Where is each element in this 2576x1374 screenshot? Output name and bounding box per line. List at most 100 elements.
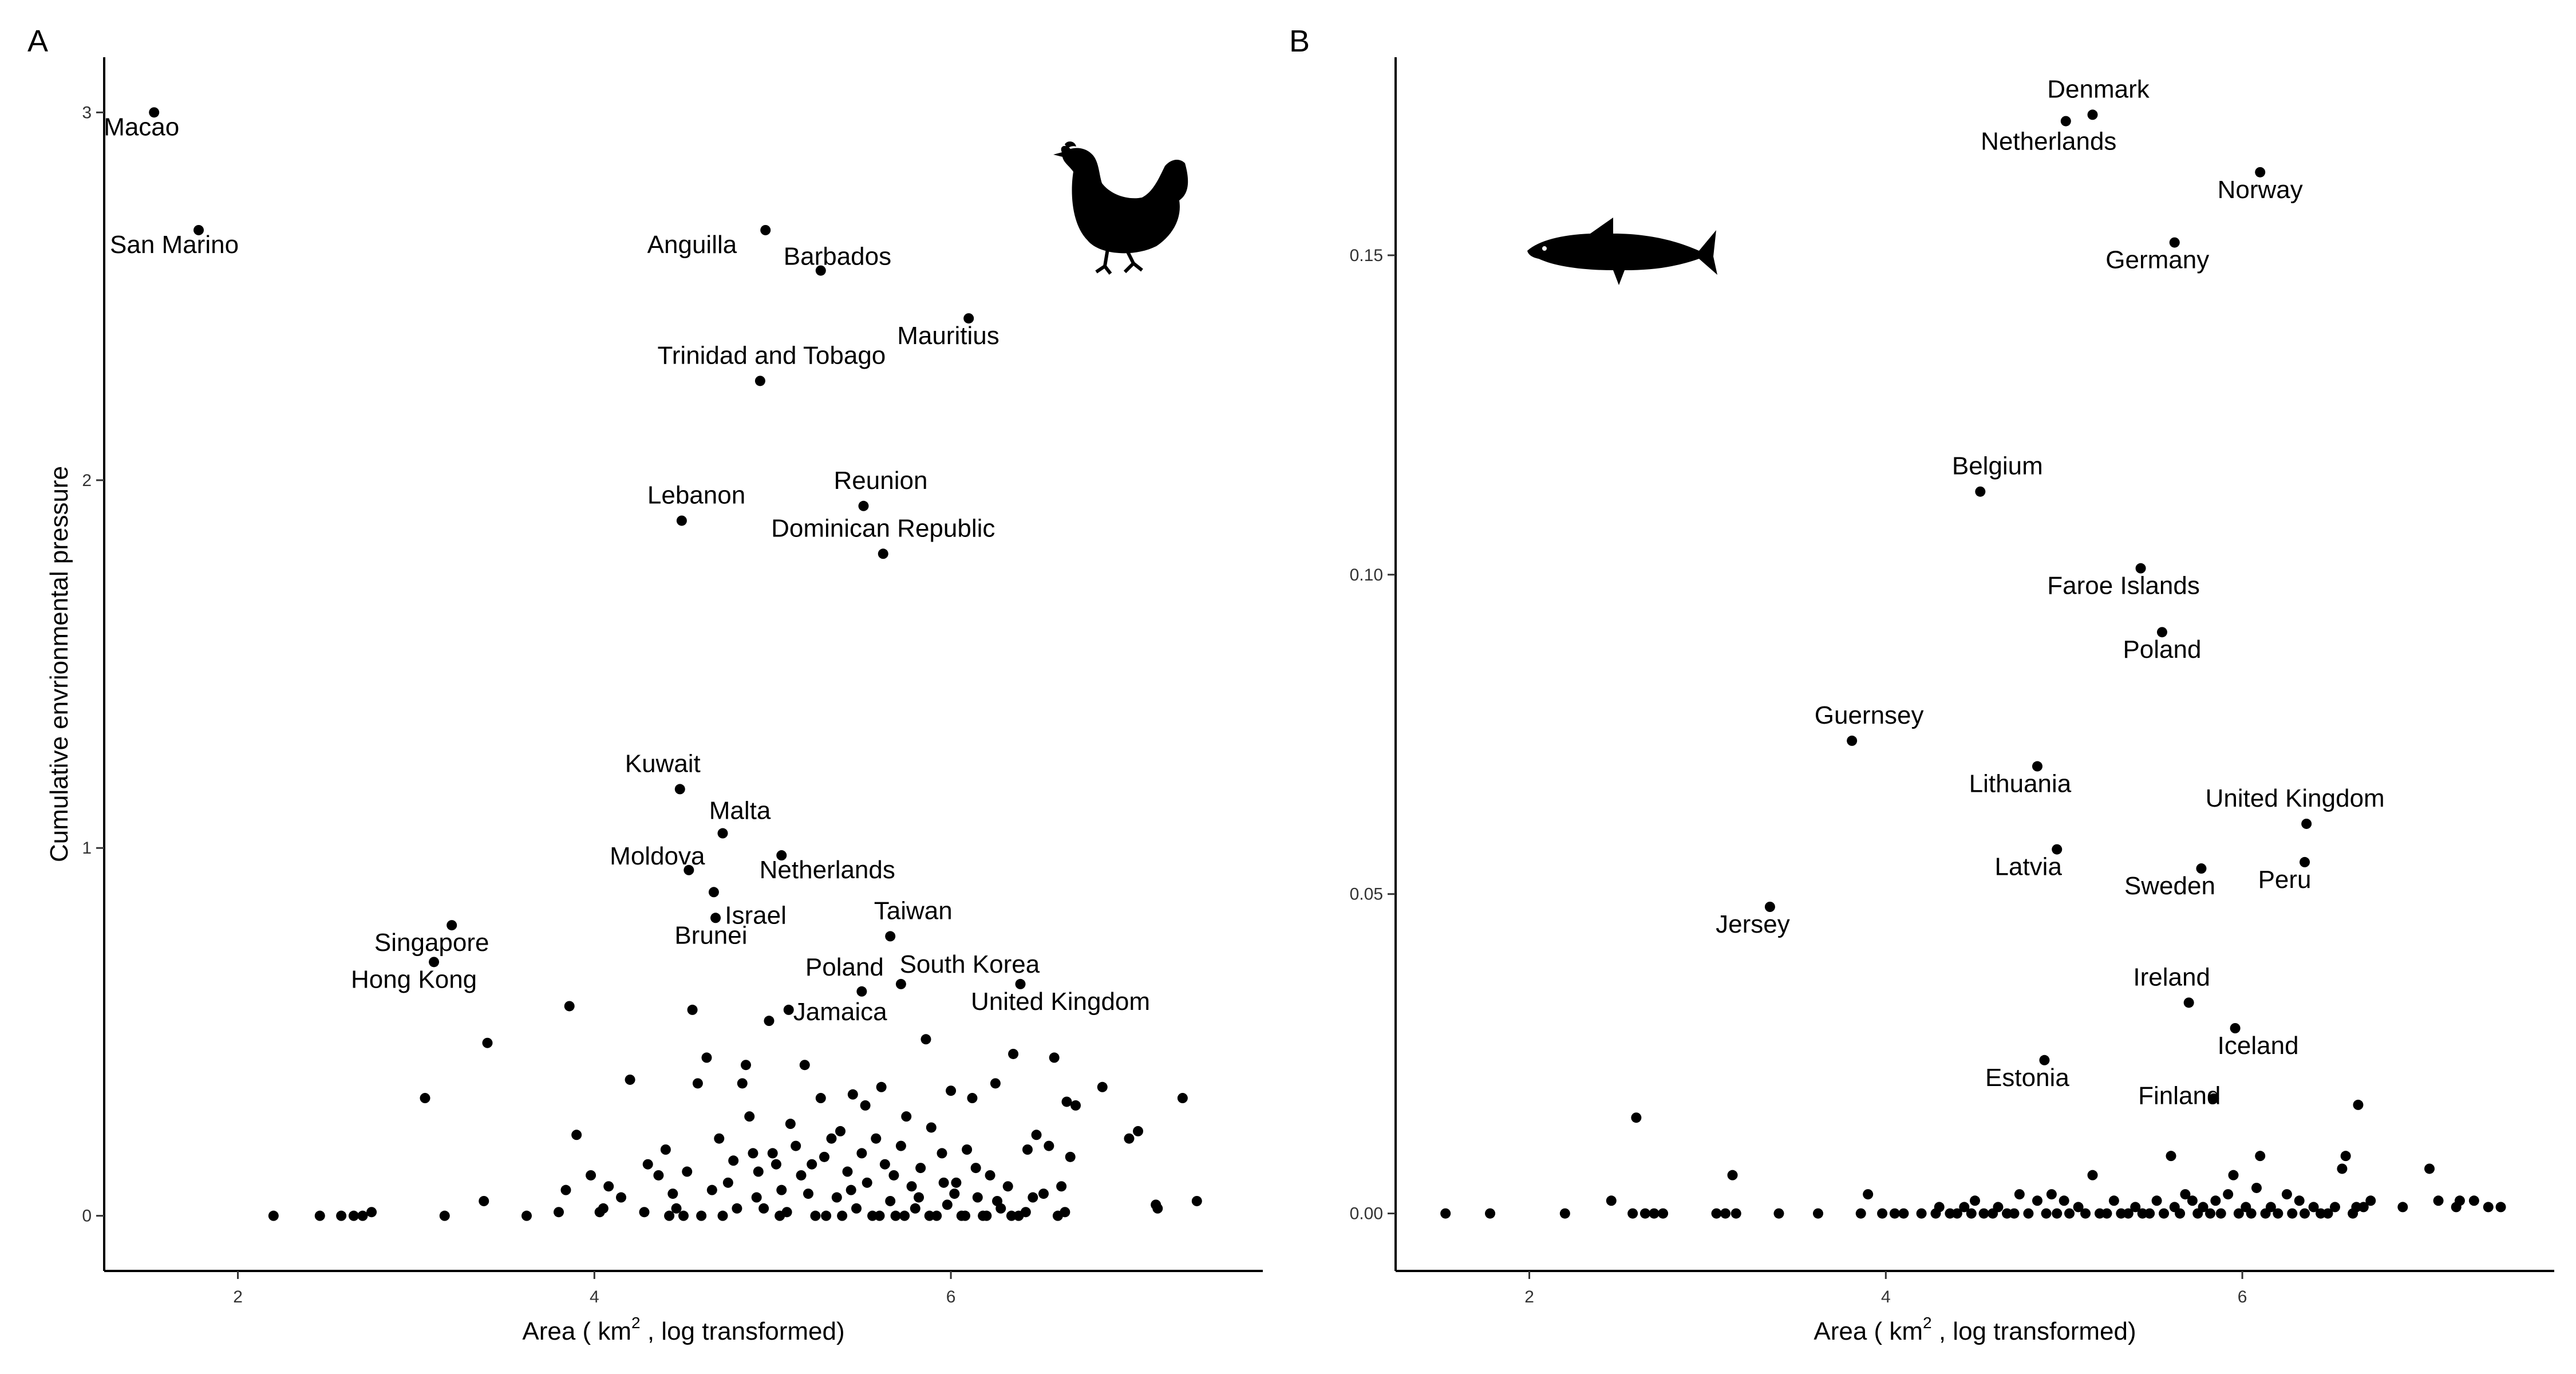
data-point [1065,1151,1076,1162]
data-point [926,1122,937,1133]
data-point [1993,1202,2004,1213]
chicken-icon [1053,141,1188,275]
data-point [807,1159,817,1170]
data-point [1855,1208,1866,1219]
data-point [2329,1202,2340,1213]
labeled-data-point [2301,818,2312,829]
data-point [560,1185,571,1195]
x-tick-label: 2 [233,1288,243,1306]
data-point [810,1210,821,1221]
data-point [2223,1189,2234,1200]
data-point [2144,1208,2155,1219]
data-point [696,1210,707,1221]
data-point [2316,1208,2326,1219]
data-point [2094,1208,2105,1219]
data-point [482,1037,493,1048]
labeled-data-point [815,265,826,276]
data-point [348,1210,359,1221]
point-label: San Marino [110,231,239,259]
data-point [1863,1189,1874,1200]
data-point [642,1159,653,1170]
data-point [722,1177,733,1188]
data-point [2255,1151,2266,1162]
data-point [924,1210,935,1221]
y-tick-label: 0.05 [1350,885,1383,904]
data-point [714,1133,725,1144]
data-point [420,1093,430,1104]
data-point [682,1166,693,1177]
data-point [1916,1208,1927,1219]
data-point [1639,1208,1650,1219]
data-point [2265,1202,2276,1213]
data-point [2014,1189,2025,1200]
labeled-data-point [2208,1093,2219,1104]
data-point [1191,1195,1202,1206]
point-label: Barbados [784,243,891,271]
data-point [791,1140,801,1151]
data-point [2041,1208,2052,1219]
data-point [1711,1208,1722,1219]
data-point [2433,1195,2444,1206]
panel-a-x-axis-title: Area ( km2 , log transformed) [522,1314,844,1345]
data-point [2483,1202,2494,1213]
data-point [1627,1208,1638,1219]
data-point [521,1210,532,1221]
point-label: Estonia [1985,1064,2069,1092]
data-point [985,1170,995,1180]
data-point [796,1170,807,1180]
data-point [701,1052,712,1063]
data-point [2032,1195,2042,1206]
data-point [910,1203,920,1214]
point-label: Macao [104,113,179,141]
x-tick-label: 6 [946,1288,956,1306]
data-point [653,1170,664,1180]
y-tick-label: 0.00 [1350,1205,1383,1223]
data-point [1056,1181,1067,1192]
data-point [1002,1181,1013,1192]
data-point [2064,1208,2075,1219]
data-point [1133,1126,1144,1136]
data-point [2080,1208,2091,1219]
point-label: Netherlands [1981,128,2116,156]
data-point [1097,1081,1108,1092]
data-point [2002,1208,2013,1219]
data-point [1959,1202,1970,1213]
data-point [871,1133,882,1144]
labeled-data-point [717,828,728,839]
data-point [992,1195,1003,1206]
data-point [962,1144,973,1155]
data-point [753,1166,764,1177]
data-point [1606,1195,1617,1206]
data-point [2108,1195,2119,1206]
data-point [771,1159,781,1170]
point-label: Hong Kong [351,965,477,993]
data-point [895,1140,906,1151]
data-point [268,1210,279,1221]
data-point [2215,1208,2226,1219]
data-point [2228,1170,2239,1180]
data-point [2233,1208,2244,1219]
panel-b-x-title-sup: 2 [1923,1314,1932,1332]
point-label: Iceland [2218,1032,2299,1060]
point-label: Finland [2138,1082,2221,1110]
point-label: Jersey [1716,910,1790,938]
data-point [571,1130,582,1140]
data-point [2287,1208,2298,1219]
data-point [586,1170,596,1180]
data-point [906,1181,917,1192]
salmon-icon [1527,218,1717,285]
panel-b-x-title-prefix: Area ( [1814,1317,1889,1345]
labeled-data-point [674,784,685,795]
point-label: Sweden [2124,872,2215,900]
data-point [1773,1208,1784,1219]
data-point [970,1163,981,1174]
data-point [758,1203,769,1214]
data-point [1022,1144,1033,1155]
data-point [1038,1189,1049,1199]
data-point [2281,1189,2292,1200]
data-point [598,1203,609,1214]
data-point [2175,1208,2186,1219]
labeled-data-point [895,978,906,989]
data-point [1044,1140,1054,1151]
data-point [1889,1208,1900,1219]
